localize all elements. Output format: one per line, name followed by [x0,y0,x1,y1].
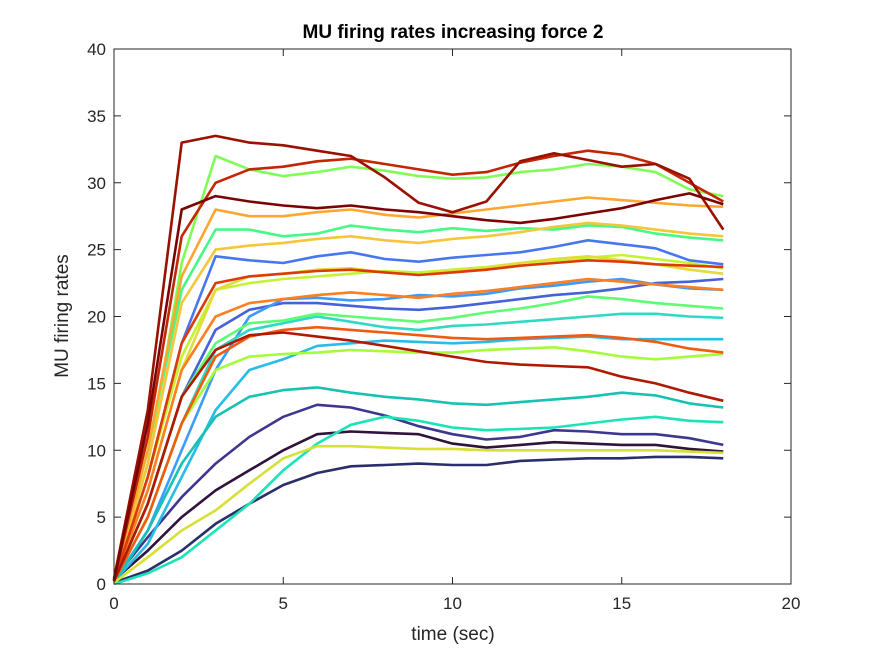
chart-title: MU firing rates increasing force 2 [303,22,604,43]
series-line-16 [113,444,724,584]
series-line-12 [112,295,724,582]
series-line-3 [113,455,724,584]
x-axis-label: time (sec) [411,624,494,645]
y-tick-label: 10 [87,441,106,460]
series-line-25 [112,134,725,579]
series-line-23 [112,149,724,581]
series-layer [112,134,725,586]
series-line-19 [112,196,724,581]
y-axis-label: MU firing rates [52,254,73,378]
series-line-8 [113,415,724,586]
y-tick-label: 0 [97,575,106,594]
y-tick-label: 40 [87,40,106,59]
x-tick-label: 10 [443,594,462,613]
series-line-11 [112,224,724,581]
y-tick-label: 25 [87,241,106,260]
series-line-21 [112,325,724,582]
y-tick-label: 15 [87,374,106,393]
y-axis: 0 5 10 15 20 25 30 35 40 [87,40,791,594]
series-line-26 [112,192,724,581]
series-line-18 [112,221,724,582]
x-tick-label: 5 [279,594,288,613]
x-axis: 0 5 10 15 20 [109,49,800,613]
x-tick-label: 0 [109,594,118,613]
x-tick-label: 20 [782,594,801,613]
series-line-20 [112,277,724,581]
series-line-4 [112,277,724,581]
series-line-24 [112,331,724,582]
series-line-1 [113,430,724,581]
y-tick-label: 20 [87,308,106,327]
series-line-22 [112,258,724,582]
x-tick-label: 15 [612,594,631,613]
series-line-9 [112,386,724,584]
y-tick-label: 30 [87,174,106,193]
series-line-2 [112,403,724,580]
series-line-5 [112,239,724,582]
y-tick-label: 5 [97,508,106,527]
y-tick-label: 35 [87,107,106,126]
